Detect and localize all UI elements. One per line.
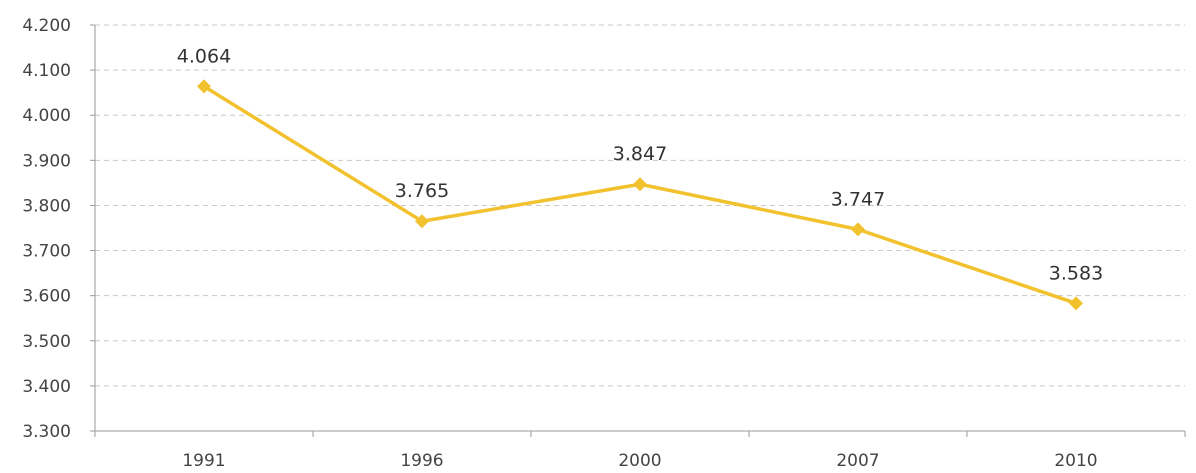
x-tick-label: 2007 [836, 451, 879, 471]
series-markers [197, 79, 1083, 311]
y-tick-label: 3.700 [22, 242, 71, 262]
x-tick-label: 1991 [182, 451, 225, 471]
y-tick-label: 3.400 [22, 377, 71, 397]
series-line-path [203, 84, 1077, 305]
data-label: 3.765 [395, 180, 449, 202]
data-label: 3.847 [613, 143, 667, 165]
y-tick-label: 3.600 [22, 287, 71, 307]
x-tick-labels: 1991 1996 2000 2007 2010 [182, 451, 1097, 471]
x-tick-label: 2000 [618, 451, 661, 471]
x-tick-label: 1996 [400, 451, 443, 471]
series-line [203, 84, 1077, 305]
y-tick-label: 3.800 [22, 196, 71, 216]
data-label: 3.583 [1049, 262, 1103, 284]
y-tick-labels: 3.300 3.400 3.500 3.600 3.700 3.800 3.900 4.000… [22, 16, 71, 442]
y-tick-label: 3.900 [22, 151, 71, 171]
data-labels: 4.064 3.765 3.847 3.747 3.583 [177, 45, 1103, 284]
y-tick-label: 4.200 [22, 16, 71, 36]
data-point-marker [851, 222, 865, 237]
data-point-marker [415, 214, 429, 229]
data-point-marker [633, 177, 647, 192]
y-tick-label: 3.300 [22, 422, 71, 442]
axes [90, 24, 1186, 437]
y-tick-label: 4.100 [22, 61, 71, 81]
data-point-marker [1069, 296, 1083, 311]
data-label: 4.064 [177, 45, 231, 67]
y-tick-label: 4.000 [22, 106, 71, 126]
data-point-marker [197, 79, 211, 94]
data-label: 3.747 [831, 188, 885, 210]
x-tick-label: 2010 [1054, 451, 1097, 471]
y-tick-label: 3.500 [22, 332, 71, 352]
gridlines [95, 24, 1185, 387]
